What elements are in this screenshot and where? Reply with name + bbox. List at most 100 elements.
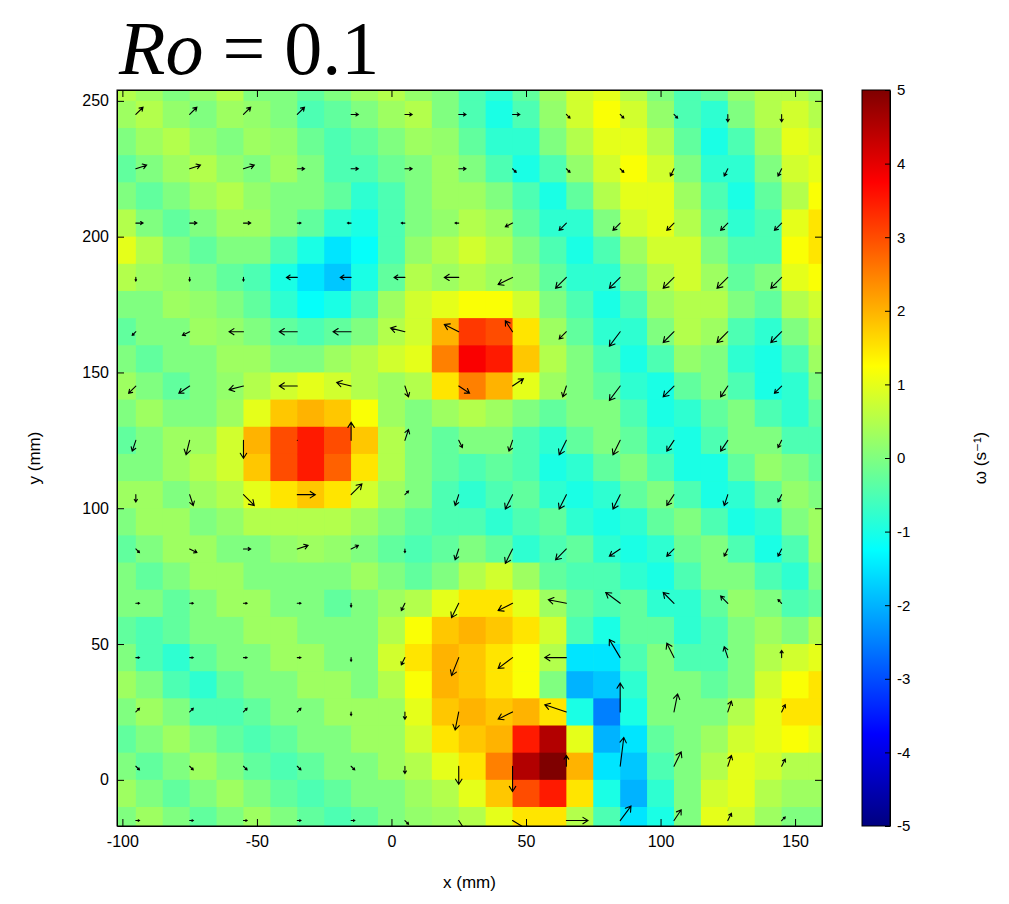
velocity-arrow [556, 277, 567, 288]
heatmap-cell [324, 128, 352, 156]
velocity-arrow [721, 596, 728, 603]
tick-label: 0 [897, 449, 905, 466]
heatmap-cell [459, 671, 487, 699]
velocity-arrow [297, 107, 304, 114]
velocity-arrow [566, 114, 570, 118]
heatmap-cell [378, 264, 406, 292]
heatmap-cell [566, 237, 594, 265]
heatmap-cell [593, 237, 621, 265]
heatmap-cell [513, 345, 541, 373]
velocity-arrow [131, 440, 136, 451]
heatmap-cell [243, 671, 271, 699]
heatmap-cell [539, 535, 567, 563]
velocity-arrow [286, 275, 297, 280]
velocity-arrow [513, 113, 520, 116]
heatmap-cell [459, 535, 487, 563]
heatmap-cell [593, 427, 621, 455]
heatmap-cell [620, 753, 648, 781]
heatmap-cell [782, 563, 810, 591]
heatmap-cell [486, 454, 514, 482]
tick-label: 4 [897, 155, 905, 172]
heatmap-cell [217, 481, 245, 509]
heatmap-cell [459, 481, 487, 509]
heatmap-cell [432, 264, 460, 292]
heatmap-cell [243, 644, 271, 672]
heatmap-cell [324, 345, 352, 373]
heatmap-cell [217, 535, 245, 563]
heatmap-cell [566, 372, 594, 400]
heatmap-cell [217, 671, 245, 699]
velocity-arrow [723, 647, 728, 658]
heatmap-cell [486, 807, 514, 826]
heatmap-cell [755, 508, 783, 536]
heatmap-cell [405, 318, 433, 346]
heatmap-cell [809, 128, 822, 156]
heatmap-cell [217, 698, 245, 726]
velocity-arrow [229, 329, 243, 335]
velocity-arrow [403, 712, 406, 719]
heatmap-cell [270, 644, 298, 672]
velocity-arrow [240, 440, 246, 458]
tick-label: 50 [518, 833, 536, 850]
heatmap-cell [486, 644, 514, 672]
heatmap-cell [782, 807, 810, 826]
plot-area [117, 90, 822, 826]
heatmap-cell [728, 90, 756, 101]
heatmap-cell [190, 508, 218, 536]
heatmap-cell [701, 590, 729, 618]
tick-mark [885, 605, 890, 606]
heatmap-cell [270, 780, 298, 808]
heatmap-cell [324, 753, 352, 781]
velocity-arrow [724, 169, 728, 176]
heatmap-cell [486, 291, 514, 319]
heatmap-cell [163, 454, 191, 482]
heatmap-cell [243, 427, 271, 455]
heatmap-cell [620, 155, 648, 183]
heatmap-cell [755, 90, 783, 101]
heatmap-cell [674, 90, 702, 101]
heatmap-cell [117, 481, 136, 509]
heatmap-cell [243, 535, 271, 563]
heatmap-cell [782, 481, 810, 509]
heatmap-cell [270, 535, 298, 563]
heatmap-cell [136, 209, 164, 237]
heatmap-cell [405, 617, 433, 645]
heatmap-cell [136, 90, 164, 101]
tick [815, 644, 822, 645]
heatmap-cell [782, 671, 810, 699]
heatmap-cell [243, 807, 271, 826]
heatmap-cell [243, 617, 271, 645]
velocity-arrow [243, 277, 245, 281]
tick: 0 [100, 771, 124, 788]
heatmap-cell [809, 726, 822, 754]
heatmap-cell [351, 617, 379, 645]
heatmap-cell [190, 345, 218, 373]
heatmap-cell [620, 90, 648, 101]
velocity-arrow [721, 440, 728, 451]
heatmap-cell [217, 563, 245, 591]
heatmap-cell [701, 237, 729, 265]
heatmap-cell [647, 753, 675, 781]
heatmap-cell [163, 698, 191, 726]
heatmap-cell [647, 454, 675, 482]
heatmap-cell [593, 318, 621, 346]
heatmap-cell [620, 671, 648, 699]
tick-mark [815, 372, 822, 373]
heatmap-cell [217, 508, 245, 536]
heatmap-cell [351, 400, 379, 428]
heatmap-cell [432, 454, 460, 482]
heatmap-cell [136, 264, 164, 292]
heatmap-cell [620, 101, 648, 129]
heatmap-cell [620, 345, 648, 373]
heatmap-cell [217, 753, 245, 781]
heatmap-cell [163, 427, 191, 455]
heatmap-cell [728, 291, 756, 319]
heatmap-cell [809, 780, 822, 808]
velocity-arrow [667, 549, 674, 556]
velocity-arrow [350, 603, 352, 607]
heatmap-cell [459, 209, 487, 237]
heatmap-cell [809, 155, 822, 183]
velocity-arrow [243, 547, 250, 550]
heatmap-cell [593, 209, 621, 237]
heatmap-cell [539, 128, 567, 156]
